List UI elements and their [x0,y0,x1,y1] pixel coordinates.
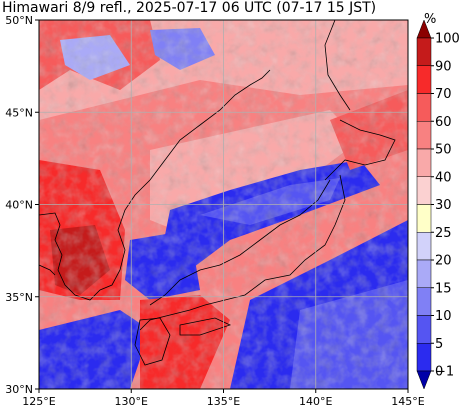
tick-label-lat: 35°N [5,291,33,304]
colorbar-swatch [416,204,432,233]
tick-label-lat: 50°N [5,14,33,27]
colorbar-swatch [416,343,432,372]
colorbar-label: 20 [435,254,452,269]
colorbar-label: 100 [435,32,460,47]
tick-label-lon: 135°E [207,395,240,408]
colorbar-label: 10 [435,309,452,324]
colorbar-label: 0 [435,365,443,380]
colorbar-label: 40 [435,170,452,185]
colorbar-swatch [416,370,432,390]
colorbar-label: 60 [435,115,452,130]
colorbar-swatch [416,148,432,177]
coastlines [39,20,396,366]
colorbar-swatch [416,176,432,205]
colorbar-label: 90 [435,59,452,74]
tick-label-lat: 45°N [5,106,33,119]
colorbar-swatch [416,37,432,66]
colorbar-swatch [416,93,432,122]
colorbar-label: 5 [435,337,443,352]
colorbar-label: 25 [435,226,452,241]
colorbar-swatch [416,65,432,94]
graticule [39,20,408,389]
colorbar-label: −1 [435,365,454,380]
tick-label-lon: 140°E [299,395,332,408]
colorbar-unit: % [424,12,436,27]
colorbar-swatch [416,315,432,344]
colorbar-label: 15 [435,281,452,296]
axis-ticks: 125°E 130°E 135°E 140°E 145°E 30°N 35°N 40°N 45°… [5,14,425,408]
colorbar-swatch [416,121,432,150]
colorbar-label: 50 [435,143,452,158]
tick-label-lon: 130°E [115,395,148,408]
map-title: Himawari 8/9 refl., 2025-07-17 06 UTC (0… [2,0,377,16]
tick-label-lat: 30°N [5,383,33,396]
tick-label-lat: 40°N [5,199,33,212]
colorbar-swatch [416,259,432,288]
tick-label-lon: 145°E [391,395,424,408]
tick-label-lon: 125°E [22,395,55,408]
colorbar-label: 30 [435,198,452,213]
colorbar-swatch [416,232,432,261]
colorbar-label: 70 [435,87,452,102]
colorbar-swatch [416,287,432,316]
